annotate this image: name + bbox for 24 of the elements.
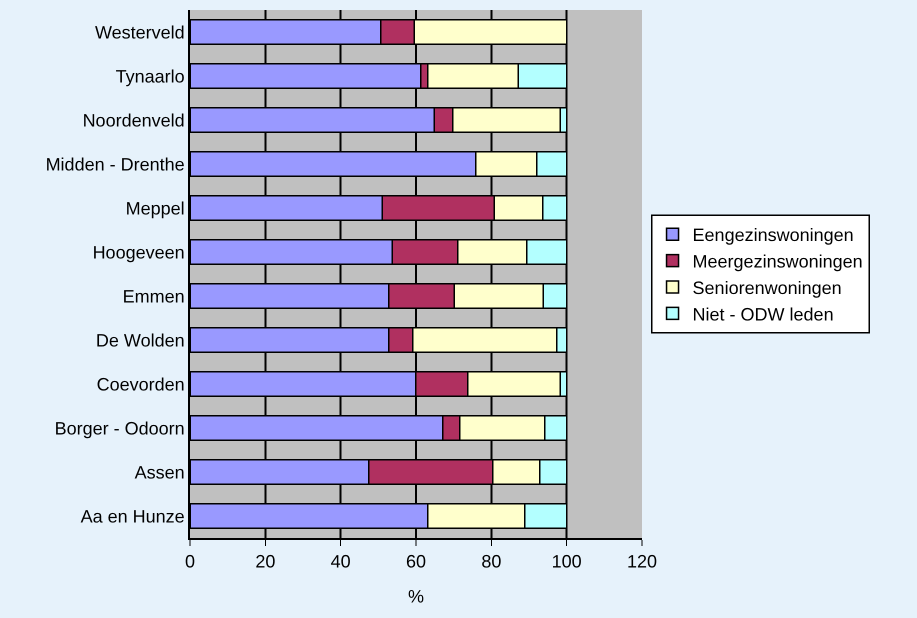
x-tick-label: 40 <box>330 551 351 572</box>
y-tick-label: Aa en Hunze <box>80 506 185 526</box>
y-tick-label: Hoogeveen <box>92 242 185 262</box>
y-tick-label: De Wolden <box>96 330 185 350</box>
y-tick-label: Midden - Drenthe <box>46 154 185 174</box>
y-tick-label: Tynaarlo <box>116 66 185 86</box>
y-tick-label: Coevorden <box>96 374 185 394</box>
legend-label: Meergezinswoningen <box>692 252 863 272</box>
x-axis-title: % <box>408 586 424 606</box>
legend-label: Eengezinswoningen <box>692 225 854 246</box>
legend-label: Seniorenwoningen <box>692 278 842 298</box>
x-tick-label: 80 <box>481 551 502 572</box>
x-tick-label: 20 <box>255 551 276 572</box>
y-tick-label: Meppel <box>126 198 185 218</box>
x-tick-label: 0 <box>184 551 196 572</box>
y-tick-label: Borger - Odoorn <box>54 418 185 438</box>
x-tick-label: 120 <box>626 551 658 572</box>
x-tick-label: 60 <box>406 551 426 572</box>
y-tick-label: Noordenveld <box>82 110 185 130</box>
y-tick-label: Emmen <box>122 286 185 306</box>
y-tick-label: Westerveld <box>94 22 185 42</box>
y-tick-label: Assen <box>134 462 185 482</box>
x-tick-label: 100 <box>552 551 582 572</box>
legend-label: Niet - ODW leden <box>692 304 834 324</box>
